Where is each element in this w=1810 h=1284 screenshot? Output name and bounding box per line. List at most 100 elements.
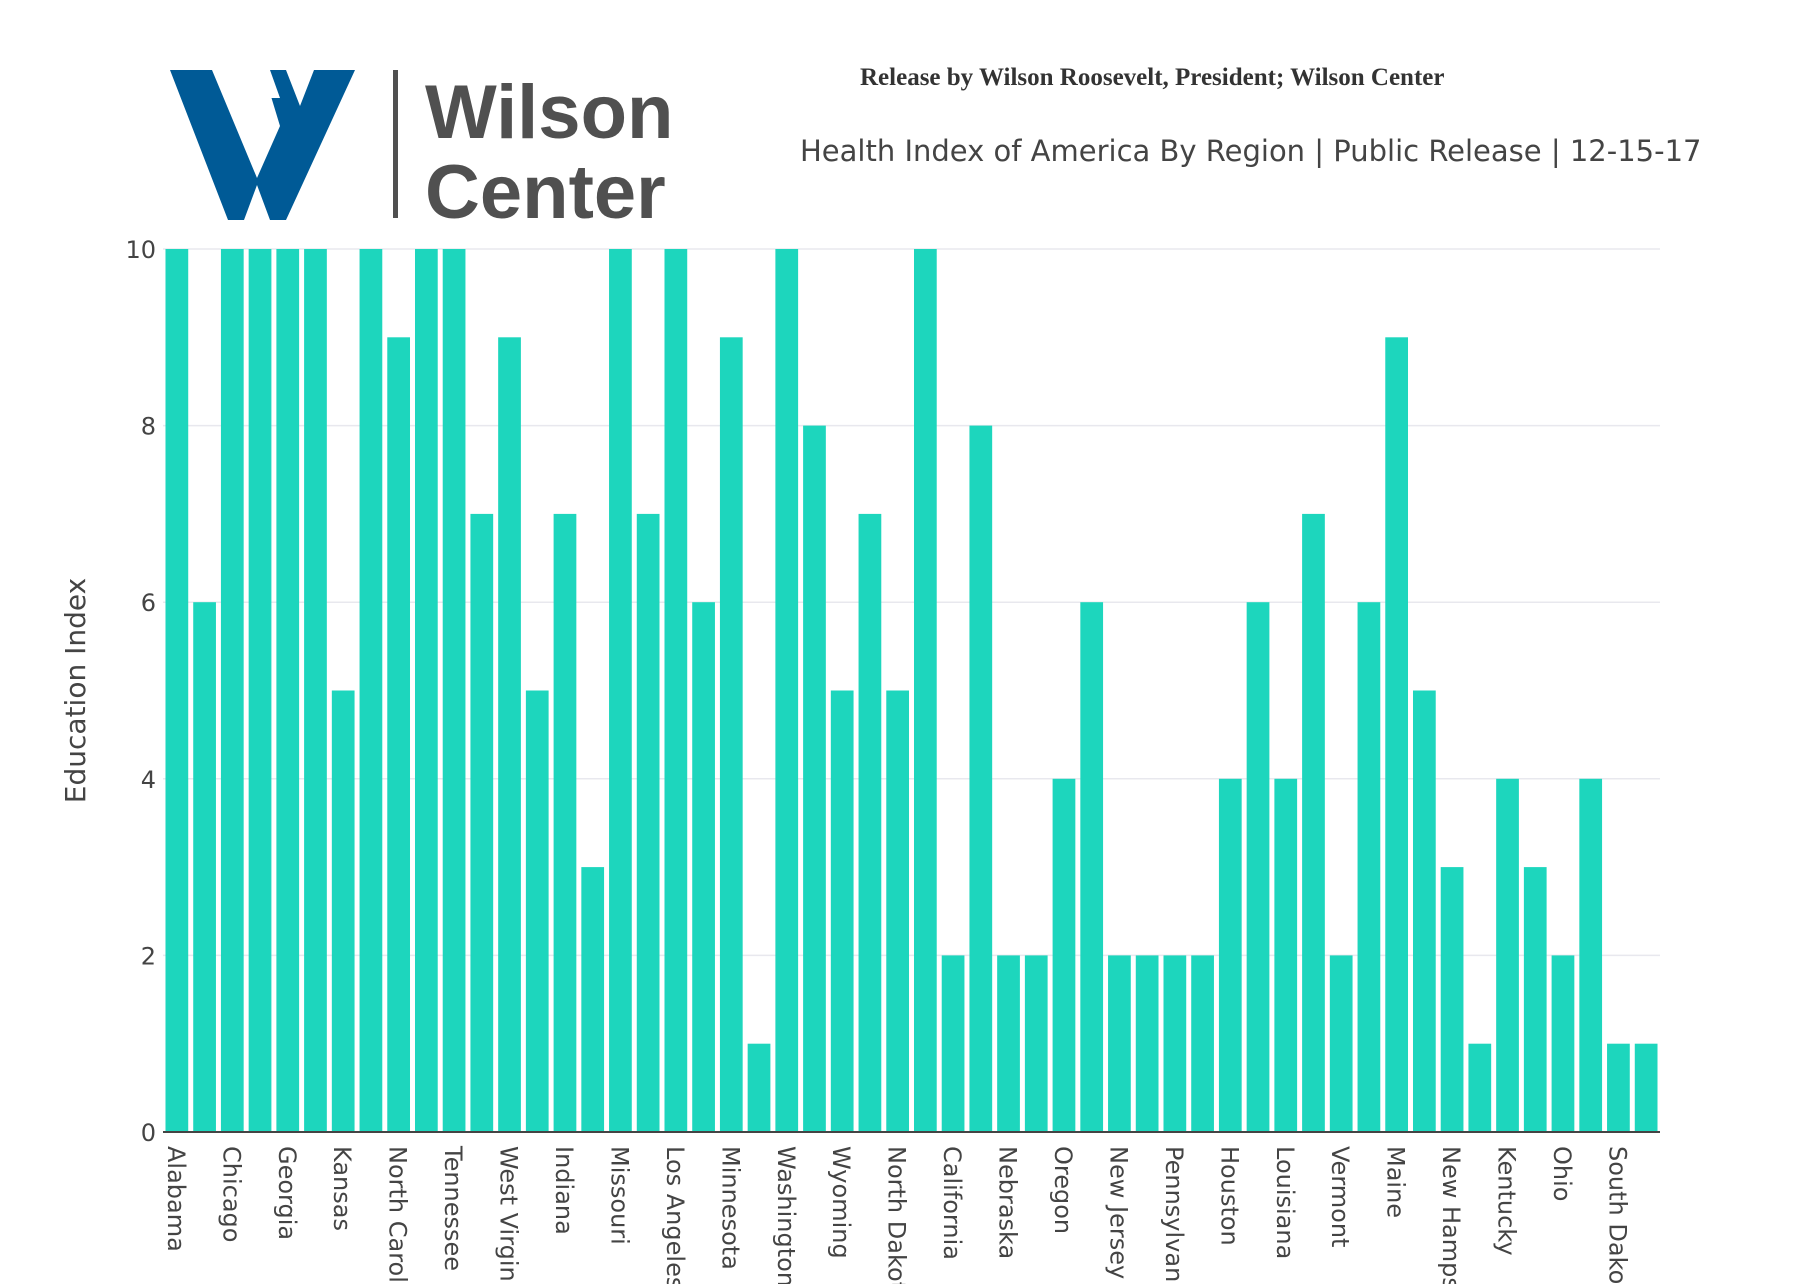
bar [664, 249, 688, 1132]
bar [1246, 602, 1270, 1132]
x-tick-label: Ohio [1548, 1146, 1576, 1201]
bar [1108, 955, 1131, 1132]
bar [387, 337, 411, 1132]
axis-layer: 0 2 4 6 8 10 Alabama Chicago Georgia Kansas North … [59, 236, 1660, 1284]
bar [969, 425, 993, 1133]
x-tick-label: Kansas [328, 1146, 356, 1231]
x-tick-label: Houston [1215, 1146, 1243, 1246]
logo-text-line2: Center [425, 150, 666, 230]
bar [581, 867, 605, 1132]
bar [886, 690, 910, 1132]
bar [220, 249, 244, 1132]
x-tick-label: West Virginia [495, 1146, 523, 1284]
logo-divider [393, 70, 398, 218]
y-axis-label: Education Index [59, 578, 92, 803]
bar [470, 513, 494, 1132]
bar [1329, 955, 1353, 1132]
wilson-center-logo-mark: Wilson Center [170, 70, 673, 235]
x-tick-label: South Dakota [1603, 1146, 1631, 1284]
bar [442, 249, 466, 1132]
bar [525, 690, 549, 1132]
x-tick-label: North Carolina [384, 1146, 412, 1284]
x-tick-label: Missouri [605, 1146, 633, 1245]
bar [1274, 778, 1298, 1132]
bar [1302, 513, 1325, 1132]
bar [304, 249, 327, 1132]
y-tick-label: 4 [141, 766, 156, 794]
x-tick-label: New Jersey [1104, 1146, 1132, 1279]
logo-w-shape [170, 70, 355, 220]
x-tick-label: Louisiana [1271, 1146, 1299, 1259]
bar [276, 249, 300, 1132]
bar [248, 249, 272, 1132]
bar [1551, 955, 1575, 1132]
x-tick-label: Indiana [550, 1146, 578, 1235]
bar-layer [165, 249, 1658, 1133]
bar [1412, 690, 1436, 1132]
x-tick-label: Los Angeles [661, 1146, 689, 1284]
x-tick-label: Tennessee [439, 1145, 467, 1271]
x-tick-label: Wyoming [827, 1146, 855, 1259]
bar [1579, 778, 1603, 1132]
bar [913, 249, 937, 1132]
x-tick-label: Kentucky [1493, 1146, 1521, 1256]
logo-w-inner-cut [244, 70, 280, 98]
y-tick-label: 6 [141, 589, 156, 617]
bar [359, 249, 383, 1132]
x-tick-label: Washington [772, 1146, 800, 1284]
bar [498, 337, 521, 1132]
bar [1218, 778, 1242, 1132]
x-tick-label: Maine [1382, 1146, 1410, 1218]
x-tick-label: Vermont [1326, 1146, 1354, 1247]
y-tick-label: 2 [141, 942, 156, 970]
bar [941, 955, 965, 1132]
logo-text-line1: Wilson [425, 70, 673, 155]
bar [1024, 955, 1048, 1132]
bar [193, 602, 216, 1132]
chart-subtitle: Health Index of America By Region | Publ… [800, 134, 1702, 168]
bar [997, 955, 1020, 1132]
bar [858, 513, 882, 1132]
bar [1052, 778, 1076, 1132]
bar [331, 690, 355, 1132]
x-tick-label: Pennsylvania [1160, 1146, 1188, 1284]
x-tick-label: Minnesota [716, 1146, 744, 1270]
y-tick-label: 8 [141, 413, 156, 441]
bar [803, 425, 826, 1133]
y-tick-label: 10 [125, 236, 156, 264]
bar [775, 249, 799, 1132]
bar [414, 249, 438, 1132]
y-tick-label: 0 [141, 1119, 156, 1147]
x-tick-label: Oregon [1049, 1146, 1077, 1234]
bar [636, 513, 660, 1132]
bar [1607, 1043, 1630, 1132]
bar [1440, 867, 1464, 1132]
x-tick-label: Alabama [162, 1146, 190, 1252]
bar [1135, 955, 1159, 1132]
bar [747, 1043, 771, 1132]
bar [609, 249, 632, 1132]
wilson-center-logo: Wilson Center [170, 60, 730, 235]
bar [1191, 955, 1214, 1132]
bar [553, 513, 577, 1132]
bar [1385, 337, 1409, 1132]
bar [1523, 867, 1547, 1132]
bar [165, 249, 189, 1132]
bar [1496, 778, 1519, 1132]
x-tick-label: California [938, 1146, 966, 1260]
bar [1357, 602, 1381, 1132]
x-tick-label: Chicago [217, 1146, 245, 1242]
release-line: Release by Wilson Roosevelt, President; … [860, 64, 1445, 91]
x-tick-label: North Dakota [883, 1146, 911, 1284]
bar [1634, 1043, 1658, 1132]
x-tick-label: New Hampshire [1437, 1146, 1465, 1284]
x-tick-label: Nebraska [994, 1146, 1022, 1259]
bar [1163, 955, 1187, 1132]
bar [692, 602, 715, 1132]
bar [719, 337, 743, 1132]
bar [1468, 1043, 1492, 1132]
bar [830, 690, 854, 1132]
x-tick-label: Georgia [273, 1146, 301, 1240]
bar [1080, 602, 1104, 1132]
